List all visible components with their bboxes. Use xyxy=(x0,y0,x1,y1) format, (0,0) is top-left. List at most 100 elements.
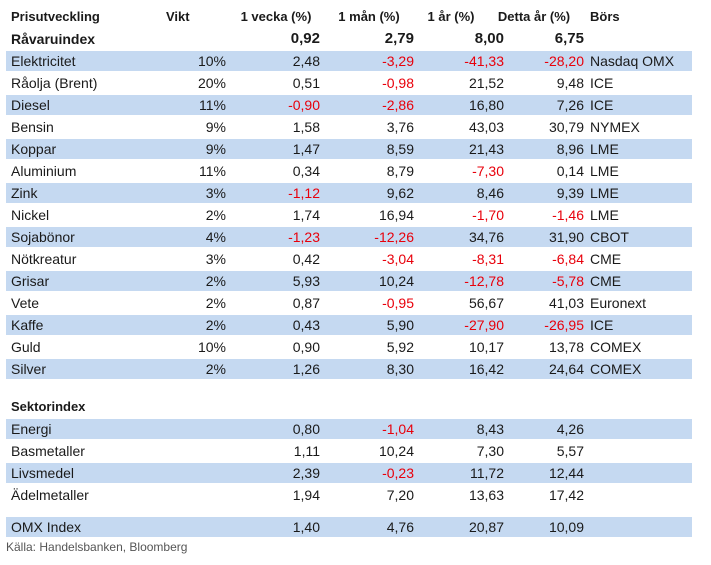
commodity-row: Elektricitet 10% 2,48 -3,29 -41,33 -28,20 Nasd… xyxy=(6,50,692,72)
commodity-name: Kaffe xyxy=(11,317,44,333)
row-shading xyxy=(6,51,692,71)
commodity-row: Aluminium 11% 0,34 8,79 -7,30 0,14 LME xyxy=(6,160,692,182)
sector-1-ar: 11,72 xyxy=(470,465,504,481)
commodity-1-vecka: 2,48 xyxy=(292,53,320,69)
commodity-1-ar: 21,43 xyxy=(468,141,504,157)
commodity-weight: 9% xyxy=(205,119,226,135)
sector-1-man: 10,24 xyxy=(378,443,414,459)
omx-1-vecka: 1,40 xyxy=(292,519,320,535)
commodity-1-vecka: 0,34 xyxy=(292,163,320,179)
commodity-1-vecka: 0,90 xyxy=(292,339,320,355)
commodity-row: Vete 2% 0,87 -0,95 56,67 41,03 Euronext xyxy=(6,292,692,314)
commodity-1-vecka: 5,93 xyxy=(292,273,320,289)
header-prisutveckling: Prisutveckling xyxy=(11,9,100,24)
commodity-1-vecka: 1,74 xyxy=(292,207,320,223)
commodity-detta-ar: 41,03 xyxy=(548,295,584,311)
sector-1-ar: 13,63 xyxy=(468,487,504,503)
commodity-1-vecka: -1,23 xyxy=(288,229,320,245)
row-shading xyxy=(6,359,692,379)
sector-1-vecka: 2,39 xyxy=(292,465,320,481)
commodity-row: Nötkreatur 3% 0,42 -3,04 -8,31 -6,84 CME xyxy=(6,248,692,270)
sector-name: Basmetaller xyxy=(11,443,85,459)
row-shading xyxy=(6,463,692,483)
commodity-exchange: Nasdaq OMX xyxy=(590,53,675,69)
commodity-exchange: NYMEX xyxy=(590,119,640,135)
sector-1-vecka: 1,94 xyxy=(292,487,320,503)
commodity-weight: 9% xyxy=(205,141,226,157)
commodity-detta-ar: 9,39 xyxy=(556,185,584,201)
commodity-exchange: COMEX xyxy=(590,339,642,355)
commodity-1-man: -3,29 xyxy=(382,53,414,69)
commodity-name: Koppar xyxy=(11,141,57,157)
commodity-1-man: 8,30 xyxy=(386,361,414,377)
commodity-1-man: -0,95 xyxy=(382,295,414,311)
commodity-name: Diesel xyxy=(11,97,50,113)
commodity-detta-ar: -28,20 xyxy=(544,53,584,69)
commodity-weight: 2% xyxy=(205,361,226,377)
commodity-weight: 2% xyxy=(205,317,226,333)
sector-1-man: -1,04 xyxy=(382,421,414,437)
sector-name: Ädelmetaller xyxy=(11,487,89,503)
commodity-exchange: LME xyxy=(590,207,619,223)
commodity-detta-ar: 30,79 xyxy=(548,119,584,135)
sector-1-vecka: 1,11 xyxy=(293,443,320,459)
sector-1-man: -0,23 xyxy=(382,465,414,481)
commodity-row: Sojabönor 4% -1,23 -12,26 34,76 31,90 CBOT xyxy=(6,226,692,248)
commodity-1-man: 5,92 xyxy=(386,339,414,355)
raavaruindex-1-vecka: 0,92 xyxy=(290,30,320,47)
sector-row: Basmetaller 1,11 10,24 7,30 5,57 xyxy=(6,440,692,462)
commodity-name: Elektricitet xyxy=(11,53,76,69)
raavaruindex-detta-ar: 6,75 xyxy=(554,30,584,47)
commodity-detta-ar: 7,26 xyxy=(556,97,584,113)
commodity-row: Silver 2% 1,26 8,30 16,42 24,64 COMEX xyxy=(6,358,692,380)
commodity-1-man: -3,04 xyxy=(382,251,414,267)
commodity-weight: 2% xyxy=(205,295,226,311)
sector-row: Livsmedel 2,39 -0,23 11,72 12,44 xyxy=(6,462,692,484)
commodity-row: Grisar 2% 5,93 10,24 -12,78 -5,78 CME xyxy=(6,270,692,292)
commodity-detta-ar: 9,48 xyxy=(556,75,584,91)
commodity-weight: 3% xyxy=(205,251,226,267)
sektorindex-header: Sektorindex xyxy=(11,399,86,414)
commodity-1-ar: -8,31 xyxy=(472,251,504,267)
commodity-weight: 11% xyxy=(199,163,226,179)
commodity-name: Guld xyxy=(11,339,41,355)
row-shading xyxy=(6,517,692,537)
commodity-weight: 4% xyxy=(205,229,226,245)
commodity-exchange: LME xyxy=(590,185,619,201)
commodity-1-ar: -41,33 xyxy=(464,53,504,69)
commodity-table: Prisutveckling Vikt 1 vecka (%) 1 mån (%… xyxy=(6,6,692,538)
commodity-1-vecka: 1,58 xyxy=(292,119,320,135)
commodity-name: Grisar xyxy=(11,273,50,289)
commodity-exchange: CME xyxy=(590,273,622,289)
commodity-1-vecka: 0,42 xyxy=(292,251,320,267)
commodity-1-ar: 16,42 xyxy=(468,361,504,377)
commodity-row: Zink 3% -1,12 9,62 8,46 9,39 LME xyxy=(6,182,692,204)
commodity-1-vecka: -0,90 xyxy=(288,97,320,113)
commodity-1-ar: 16,80 xyxy=(468,97,504,113)
commodity-detta-ar: 13,78 xyxy=(548,339,584,355)
sector-1-man: 7,20 xyxy=(386,487,414,503)
sector-detta-ar: 5,57 xyxy=(556,443,584,459)
row-shading xyxy=(6,95,692,115)
commodity-exchange: COMEX xyxy=(590,361,642,377)
header-detta-ar: Detta år (%) xyxy=(497,9,571,24)
table-header-row: Prisutveckling Vikt 1 vecka (%) 1 mån (%… xyxy=(6,6,692,28)
commodity-name: Zink xyxy=(11,185,38,201)
commodity-detta-ar: -26,95 xyxy=(544,317,584,333)
commodity-1-ar: 43,03 xyxy=(468,119,504,135)
omx-1-man: 4,76 xyxy=(386,519,414,535)
sector-detta-ar: 12,44 xyxy=(548,465,584,481)
header-1-vecka: 1 vecka (%) xyxy=(240,9,312,24)
commodity-1-man: 16,94 xyxy=(378,207,414,223)
raavaruindex-label: Råvaruindex xyxy=(11,31,96,47)
commodity-1-vecka: 0,43 xyxy=(292,317,320,333)
commodity-name: Silver xyxy=(11,361,47,377)
omx-name: OMX Index xyxy=(11,519,82,535)
raavaruindex-row: Råvaruindex 0,92 2,79 8,00 6,75 xyxy=(6,28,692,50)
commodity-name: Nickel xyxy=(11,207,50,223)
commodity-1-man: -2,86 xyxy=(382,97,414,113)
commodity-1-ar: 56,67 xyxy=(468,295,504,311)
commodity-1-ar: -12,78 xyxy=(464,273,504,289)
commodity-weight: 10% xyxy=(197,53,226,69)
sector-detta-ar: 17,42 xyxy=(548,487,584,503)
